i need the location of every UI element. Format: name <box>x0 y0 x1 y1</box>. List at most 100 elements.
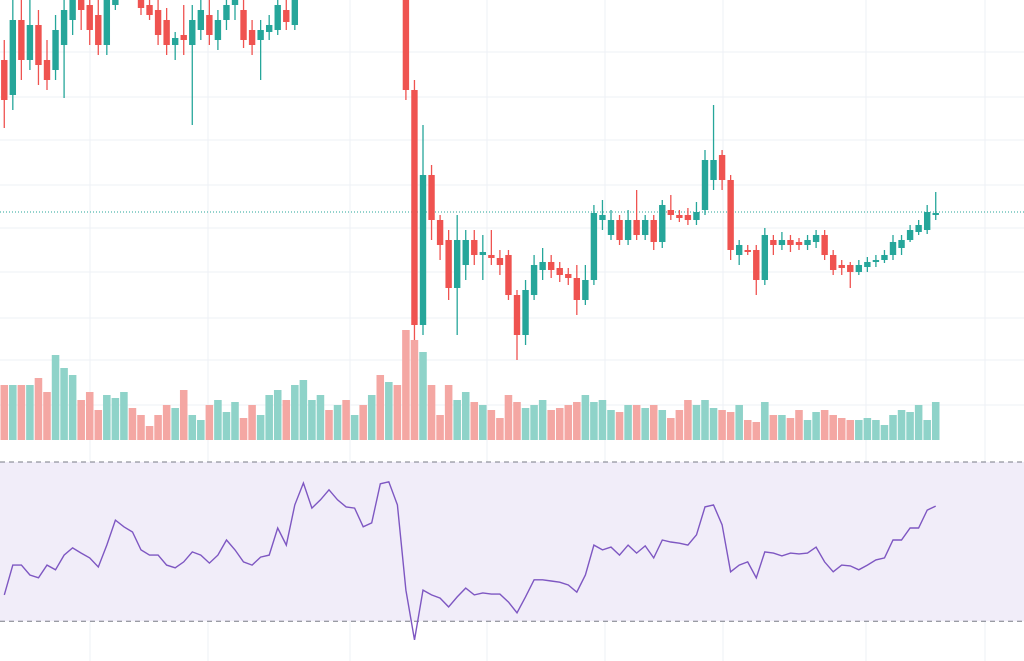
volume-bar <box>282 400 291 440</box>
volume-bar <box>333 405 342 440</box>
candle-body <box>43 60 51 80</box>
candle-body <box>539 262 546 270</box>
volume-bar <box>325 410 333 440</box>
candle-body <box>659 205 666 242</box>
volume-bar <box>547 410 555 440</box>
volume-bar <box>906 412 914 440</box>
volume-bar <box>692 405 701 440</box>
candle-body <box>881 255 888 260</box>
volume-bar <box>624 405 632 440</box>
candle-body <box>163 20 170 45</box>
volume-bar <box>761 402 769 440</box>
volume-bar <box>376 375 385 440</box>
volume-bar <box>308 400 316 440</box>
volume-bar <box>743 420 752 440</box>
candle-body <box>206 15 213 35</box>
candle-body <box>795 242 803 245</box>
volume-bar <box>419 352 427 440</box>
candle-body <box>214 20 222 40</box>
candle-body <box>180 35 187 40</box>
candle-body <box>727 180 734 250</box>
volume-bar <box>359 405 367 440</box>
candle-body <box>265 25 273 32</box>
volume-bar <box>60 368 68 440</box>
volume-bar <box>914 405 923 440</box>
volume-bar <box>350 415 359 440</box>
volume-bar <box>795 410 803 440</box>
volume-bar <box>846 420 855 440</box>
volume-bar <box>496 418 504 440</box>
candle-body <box>231 0 239 5</box>
volume-bar <box>171 408 179 440</box>
candle-body <box>86 5 93 30</box>
candle-body <box>428 175 435 220</box>
candle-body <box>556 268 563 275</box>
volume-bar <box>85 392 94 440</box>
volume-bar <box>897 410 906 440</box>
candle-body <box>684 215 692 220</box>
volume-bar <box>923 420 931 440</box>
candle-body <box>146 5 153 15</box>
candle-body <box>735 245 743 255</box>
volume-bar <box>162 405 171 440</box>
candle-body <box>906 230 914 240</box>
candle-body <box>35 25 42 65</box>
volume-bar <box>684 400 692 440</box>
volume-bar <box>769 415 778 440</box>
candle-body <box>505 255 512 295</box>
candle-body <box>761 235 769 280</box>
volume-bar <box>513 402 521 440</box>
candle-body <box>641 220 649 235</box>
volume-bar <box>590 402 598 440</box>
volume-bar <box>803 420 812 440</box>
volume-bar <box>615 412 624 440</box>
candle-body <box>479 252 487 255</box>
volume-bar <box>197 420 205 440</box>
candle-body <box>9 20 17 95</box>
candle-body <box>1 60 8 100</box>
volume-bar <box>77 400 85 440</box>
candle-body <box>838 265 845 268</box>
volume-bar <box>521 408 530 440</box>
volume-bar <box>0 385 9 440</box>
candle-body <box>829 255 837 270</box>
candle-body <box>189 20 196 45</box>
volume-bar <box>402 330 410 440</box>
candle-body <box>103 0 111 45</box>
candle-body <box>607 220 615 235</box>
volume-bar <box>239 418 248 440</box>
volume-bar <box>658 410 667 440</box>
candle-body <box>847 265 854 272</box>
volume-bar <box>453 400 461 440</box>
candle-body <box>411 90 418 325</box>
volume-bar <box>632 405 641 440</box>
volume-bar <box>726 412 735 440</box>
candle-body <box>547 262 555 270</box>
volume-bar <box>231 402 239 440</box>
volume-bar <box>214 400 222 440</box>
volume-bar <box>735 405 743 440</box>
candle-body <box>855 265 863 272</box>
candle-body <box>923 212 931 230</box>
volume-bar <box>273 390 282 440</box>
volume-bar <box>931 402 940 440</box>
candle-body <box>864 262 871 267</box>
candle-body <box>419 175 427 325</box>
volume-bar <box>701 400 709 440</box>
candle-body <box>582 280 589 300</box>
volume-bar <box>17 385 26 440</box>
candle-body <box>257 30 264 40</box>
candle-body <box>701 160 709 210</box>
volume-bar <box>111 398 120 440</box>
volume-bar <box>752 422 761 440</box>
candle-body <box>633 220 640 235</box>
volume-bar <box>538 400 547 440</box>
candle-body <box>197 10 205 30</box>
volume-bar <box>641 408 649 440</box>
candle-body <box>667 210 675 215</box>
volume-bar <box>179 390 188 440</box>
volume-bar <box>820 410 829 440</box>
candle-body <box>453 240 461 288</box>
